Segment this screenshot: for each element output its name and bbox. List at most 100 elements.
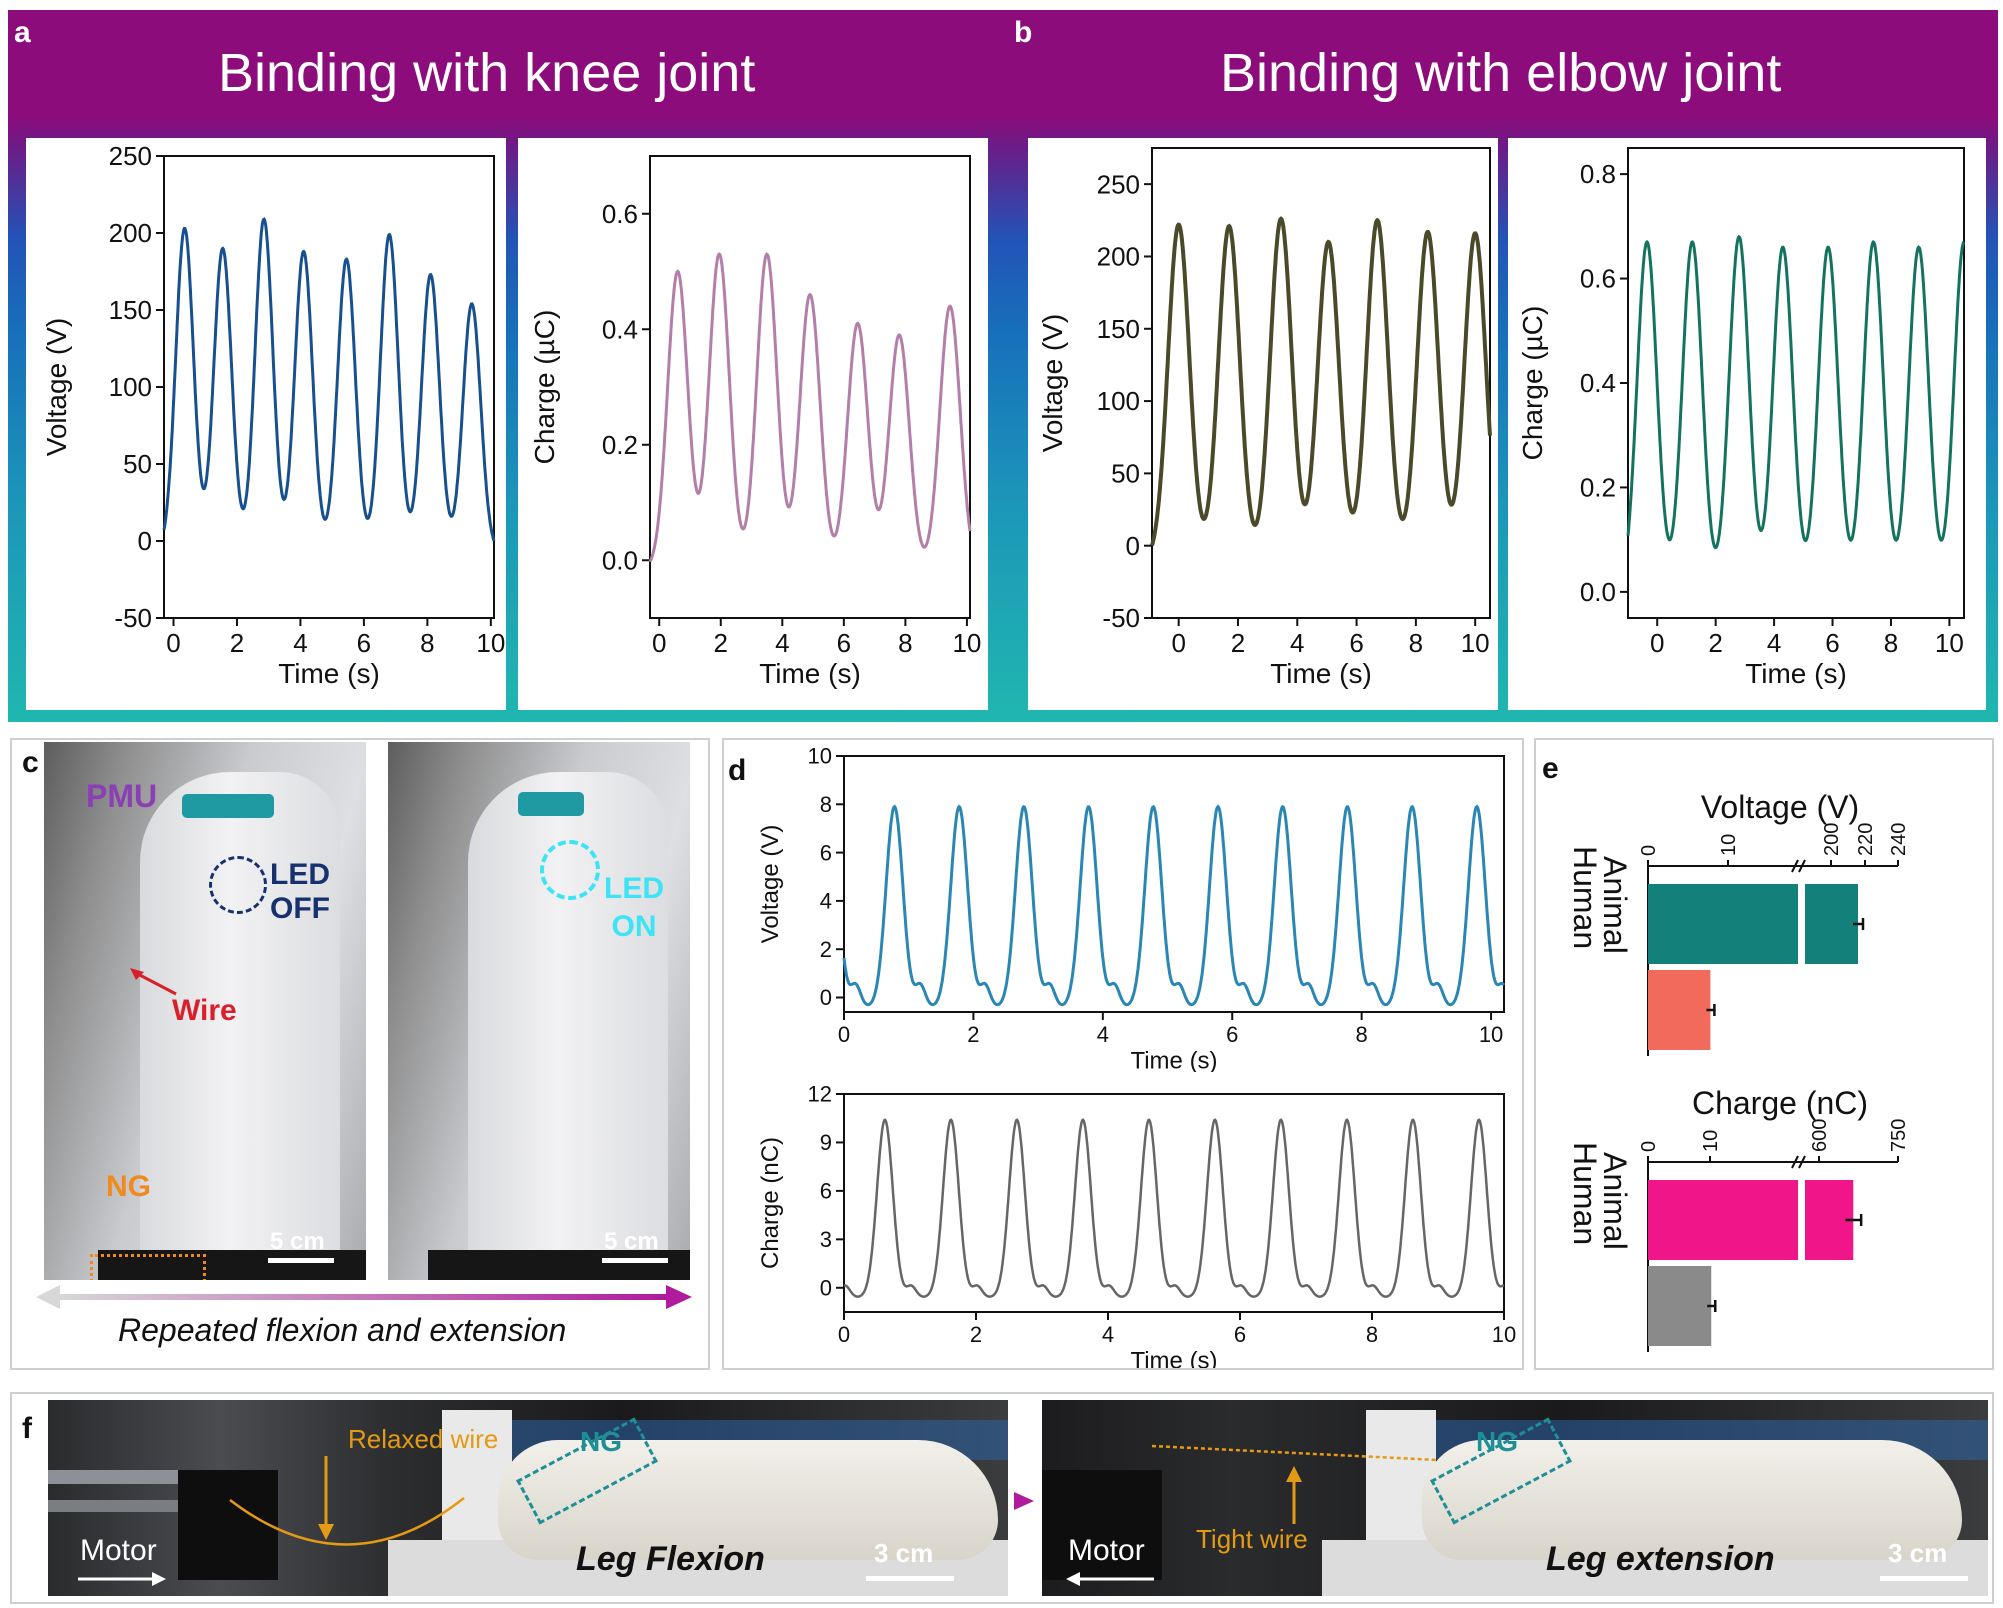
led-off-circle <box>209 856 267 914</box>
y-tick-label: 0 <box>1126 531 1140 561</box>
pmu-device <box>182 794 274 818</box>
x-tick-label: 0 <box>166 628 180 658</box>
axis-tick-label: 220 <box>1855 823 1877 856</box>
panel-label-e: e <box>1542 752 1559 785</box>
axis-break <box>1791 1155 1799 1169</box>
chart-b-charge: 0 2 4 6 8 10 0.0 0.2 0.4 0.6 0.8 Time (s) Charge (µC… <box>1517 147 1965 689</box>
y-tick-label: 150 <box>1097 314 1140 344</box>
x-axis-label: Time (s) <box>1130 1047 1217 1072</box>
y-tick-label: 50 <box>1111 458 1140 488</box>
x-tick-label: 4 <box>775 628 789 658</box>
x-tick-label: 6 <box>1226 1022 1238 1047</box>
x-tick-label: 4 <box>1097 1022 1109 1047</box>
plot-frame <box>649 155 971 619</box>
scale-label-f-left: 3 cm <box>874 1538 934 1568</box>
y-tick-label: 200 <box>109 218 152 248</box>
y-tick-label: 6 <box>820 840 832 865</box>
card-a-voltage: 0 2 4 6 8 10 -50 0 50 100 150 200 250 Time (s) Voltage… <box>26 138 506 710</box>
x-tick-label: 8 <box>420 628 434 658</box>
chart-a-voltage: 0 2 4 6 8 10 -50 0 50 100 150 200 250 Time (s) Voltage… <box>41 141 505 689</box>
bar-break-gap <box>1798 1180 1805 1260</box>
ng-label-right: NG <box>1476 1426 1518 1457</box>
x-tick-label: 6 <box>357 628 371 658</box>
y-tick-label: 0 <box>138 526 152 556</box>
x-tick-label: 2 <box>714 628 728 658</box>
x-axis-label: Time (s) <box>759 658 861 689</box>
axis-tick-label: 240 <box>1888 823 1910 856</box>
axis-break <box>1798 1155 1806 1169</box>
y-tick-label: 2 <box>820 937 832 962</box>
axis-tick-label: 0 <box>1638 1141 1660 1152</box>
x-tick-label: 8 <box>898 628 912 658</box>
y-tick-label: 0 <box>820 1275 832 1300</box>
panel-label-c: c <box>22 746 39 779</box>
card-a-charge: 0 2 4 6 8 10 0.0 0.2 0.4 0.6 Time (s) Charge (µC) <box>518 138 988 710</box>
card-b-charge: 0 2 4 6 8 10 0.0 0.2 0.4 0.6 0.8 Time (s) Charge (µC… <box>1508 138 1986 710</box>
x-tick-label: 2 <box>967 1022 979 1047</box>
x-tick-label: 6 <box>1234 1322 1246 1347</box>
chart-d-voltage: 0 2 4 6 8 10 0 2 4 6 8 10 Time (s) Voltage (V) <box>757 744 1506 1072</box>
y-tick-label: 3 <box>820 1227 832 1252</box>
y-tick-label: 0 <box>820 985 832 1010</box>
x-tick-label: 10 <box>1479 1022 1503 1047</box>
x-tick-label: 2 <box>970 1322 982 1347</box>
motor-label-left: Motor <box>80 1534 157 1567</box>
x-tick-label: 10 <box>1935 628 1964 658</box>
y-tick-label: 9 <box>820 1130 832 1155</box>
x-axis-label: Time (s) <box>1745 658 1847 689</box>
series-line <box>844 1118 1505 1298</box>
led-off-label: LED OFF <box>270 858 330 926</box>
y-tick-label: 10 <box>808 744 832 769</box>
led-off-line1: LED <box>270 858 330 891</box>
motor-arrow-left <box>1066 1572 1154 1586</box>
ng-label-left: NG <box>580 1426 622 1457</box>
axis-tick-label: 10 <box>1700 1130 1722 1152</box>
x-tick-label: 4 <box>1290 628 1304 658</box>
series-line <box>1626 234 1965 550</box>
y-tick-label: 6 <box>820 1179 832 1204</box>
x-tick-label: 4 <box>1767 628 1781 658</box>
y-tick-label: 100 <box>109 372 152 402</box>
motor-block <box>1042 1470 1162 1580</box>
axis-tick-label: 0 <box>1638 845 1660 856</box>
tight-wire-arrow <box>1286 1466 1302 1524</box>
y-axis-label: Voltage (V) <box>41 318 72 457</box>
plot-frame <box>843 755 1505 1013</box>
series-line <box>842 804 1506 1007</box>
panel-a-title: Binding with knee joint <box>218 43 756 103</box>
led-on-label: LED ON <box>604 870 664 946</box>
y-tick-label: 0.2 <box>602 430 638 460</box>
plot-frame <box>1151 147 1491 619</box>
x-tick-label: 2 <box>230 628 244 658</box>
y-tick-label: 0.4 <box>1580 368 1616 398</box>
y-tick-label: 250 <box>109 141 152 171</box>
x-tick-label: 10 <box>476 628 505 658</box>
rat-body <box>1422 1440 1962 1560</box>
photo-leg-flexion <box>48 1400 1008 1596</box>
relaxed-wire-label: Relaxed wire <box>348 1424 499 1454</box>
photo-led-on <box>388 742 690 1280</box>
photo-led-off <box>44 742 366 1280</box>
panel-e-frame <box>1534 738 1994 1370</box>
ng-label: NG <box>106 1170 151 1203</box>
x-tick-label: 0 <box>838 1322 850 1347</box>
y-tick-label: -50 <box>114 603 152 633</box>
motor-arrow-right <box>78 1572 166 1586</box>
panel-label-a: a <box>14 16 31 49</box>
pmu-device <box>518 792 584 816</box>
category-label: Human <box>1567 846 1603 949</box>
photo-leg-extension <box>1042 1400 1988 1596</box>
y-tick-label: 0.8 <box>1580 159 1616 189</box>
bar-human <box>1648 1180 1854 1260</box>
ng-box <box>90 1254 206 1280</box>
axis-break <box>1791 859 1799 873</box>
series-line <box>1150 216 1492 546</box>
led-on-line2: ON <box>611 910 657 943</box>
leg-flexion-label: Leg Flexion <box>576 1540 765 1578</box>
axis-tick-label: 600 <box>1809 1119 1831 1152</box>
scale-label-f-right: 3 cm <box>1888 1538 1948 1568</box>
y-tick-label: 0.4 <box>602 314 638 344</box>
x-tick-label: 8 <box>1409 628 1423 658</box>
axis-tick-label: 10 <box>1718 834 1740 856</box>
y-tick-label: 0.2 <box>1580 473 1616 503</box>
